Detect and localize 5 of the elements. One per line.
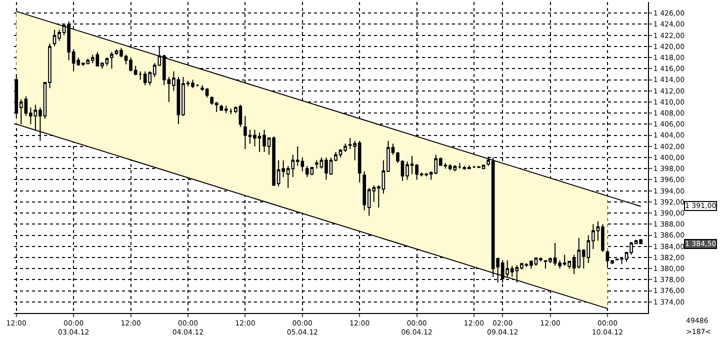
candlestick xyxy=(458,162,462,170)
candlestick xyxy=(229,108,233,115)
candlestick xyxy=(138,70,142,80)
candlestick xyxy=(472,165,476,169)
candlestick xyxy=(196,84,200,87)
